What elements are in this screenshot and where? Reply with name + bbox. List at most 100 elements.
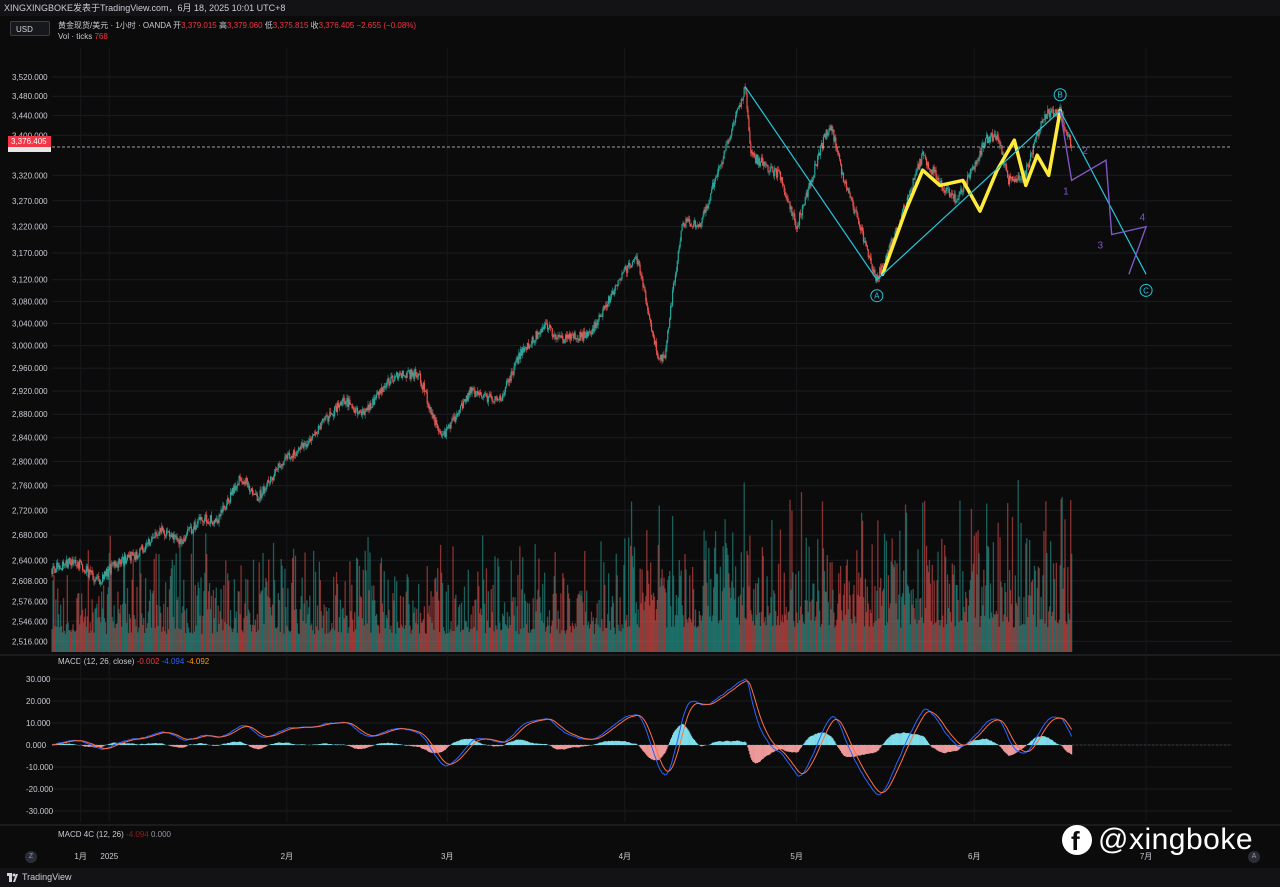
wave-label-circle xyxy=(870,289,884,303)
volume-bar xyxy=(805,537,807,652)
symbol-name[interactable]: 黄金现货/美元 · 1小时 · OANDA xyxy=(58,21,171,30)
time-tick-label: 4月 xyxy=(619,852,631,861)
volume-label[interactable]: Vol · ticks xyxy=(58,32,93,41)
volume-bar xyxy=(681,605,683,652)
candle-body xyxy=(79,560,81,569)
candle-body xyxy=(762,162,764,166)
volume-bar xyxy=(668,575,670,652)
volume-bar xyxy=(606,627,608,652)
macd-histogram-bar xyxy=(682,723,684,745)
candle-body xyxy=(146,543,149,545)
candle-body xyxy=(706,205,708,209)
candle-body xyxy=(845,181,847,188)
auto-scale-button[interactable]: A xyxy=(1248,851,1260,863)
candle-body xyxy=(867,249,869,257)
macd-histogram-bar xyxy=(754,745,756,763)
macd4c-label[interactable]: MACD 4C (12, 26) xyxy=(58,830,124,839)
candle-body xyxy=(349,399,351,404)
volume-bar xyxy=(685,569,687,652)
wave-label: A xyxy=(874,292,880,301)
watermark: f @xingboke xyxy=(1062,818,1253,862)
macd-label[interactable]: MACD (12, 26, close) xyxy=(58,657,135,666)
candle-body xyxy=(384,386,386,388)
candle-body xyxy=(279,466,281,468)
volume-bar xyxy=(876,590,878,652)
volume-bar xyxy=(306,600,308,652)
candle-body xyxy=(903,205,906,208)
volume-bar xyxy=(792,572,794,652)
candle-body xyxy=(564,340,566,343)
candle-body xyxy=(166,530,169,532)
macd-histogram-bar xyxy=(524,740,527,745)
macd-histogram-bar xyxy=(984,739,986,745)
macd-histogram-bar xyxy=(944,745,947,754)
candle-body xyxy=(607,296,610,304)
volume-bar xyxy=(88,632,90,652)
change-value: −2.655 (−0.08%) xyxy=(356,21,417,30)
candle-body xyxy=(133,554,135,556)
candle-body xyxy=(773,171,775,176)
volume-bar xyxy=(363,625,365,652)
volume-bar xyxy=(910,590,912,652)
candle-body xyxy=(466,395,468,401)
candle-body xyxy=(712,182,714,190)
candle-body xyxy=(622,272,624,274)
candle-body xyxy=(1030,153,1033,154)
macd-histogram-bar xyxy=(152,743,154,745)
volume-bar xyxy=(552,593,554,652)
candle-body xyxy=(97,576,99,577)
candle-body xyxy=(213,520,215,525)
candle-body xyxy=(851,197,853,201)
macd-histogram-bar xyxy=(657,745,659,761)
macd-histogram-bar xyxy=(729,741,731,745)
candle-body xyxy=(228,501,231,503)
candle-body xyxy=(482,394,485,397)
candle-body xyxy=(274,469,276,474)
volume-bar xyxy=(602,630,604,652)
macd-histogram-bar xyxy=(1005,745,1007,753)
volume-bar xyxy=(947,608,950,652)
volume-bar xyxy=(660,578,662,652)
macd-histogram-bar xyxy=(686,728,688,745)
volume-bar xyxy=(62,597,65,652)
volume-bar xyxy=(684,554,686,652)
candle-body xyxy=(828,128,830,133)
candle-body xyxy=(606,304,608,307)
volume-bar xyxy=(734,599,736,652)
macd-histogram-bar xyxy=(549,745,551,746)
volume-bar xyxy=(455,594,457,652)
volume-bar xyxy=(126,587,129,652)
volume-bar xyxy=(145,628,148,652)
candle-body xyxy=(1008,175,1011,185)
volume-bar xyxy=(96,603,98,652)
candle-body xyxy=(99,579,101,585)
sub-wave-path xyxy=(1059,110,1148,275)
scroll-left-button[interactable]: Z xyxy=(25,851,37,863)
candle-body xyxy=(952,194,954,199)
macd-histogram-bar xyxy=(1003,745,1005,752)
macd-histogram-bar xyxy=(249,745,252,747)
candle-body xyxy=(780,177,782,181)
candle-body xyxy=(627,265,629,273)
volume-bar xyxy=(239,614,241,652)
volume-bar xyxy=(925,545,928,652)
volume-bar xyxy=(240,565,242,652)
macd-histogram-bar xyxy=(755,745,758,763)
volume-bar xyxy=(489,627,491,652)
macd-histogram-bar xyxy=(1008,745,1010,756)
macd-histogram-bar xyxy=(140,744,142,745)
volume-bar xyxy=(518,633,520,652)
macd-histogram-bar xyxy=(1063,745,1065,749)
volume-bar xyxy=(68,630,70,652)
volume-bar xyxy=(857,594,859,652)
currency-button[interactable]: USD xyxy=(10,21,50,36)
candle-body xyxy=(119,559,121,561)
candle-body xyxy=(924,155,927,159)
macd-histogram-bar xyxy=(122,742,124,745)
volume-bar xyxy=(351,584,353,652)
volume-bar xyxy=(322,615,324,652)
volume-bar xyxy=(710,578,712,652)
price-axis: 3,520.0003,480.0003,440.0003,400.0003,32… xyxy=(8,73,54,816)
candle-body xyxy=(630,265,633,268)
